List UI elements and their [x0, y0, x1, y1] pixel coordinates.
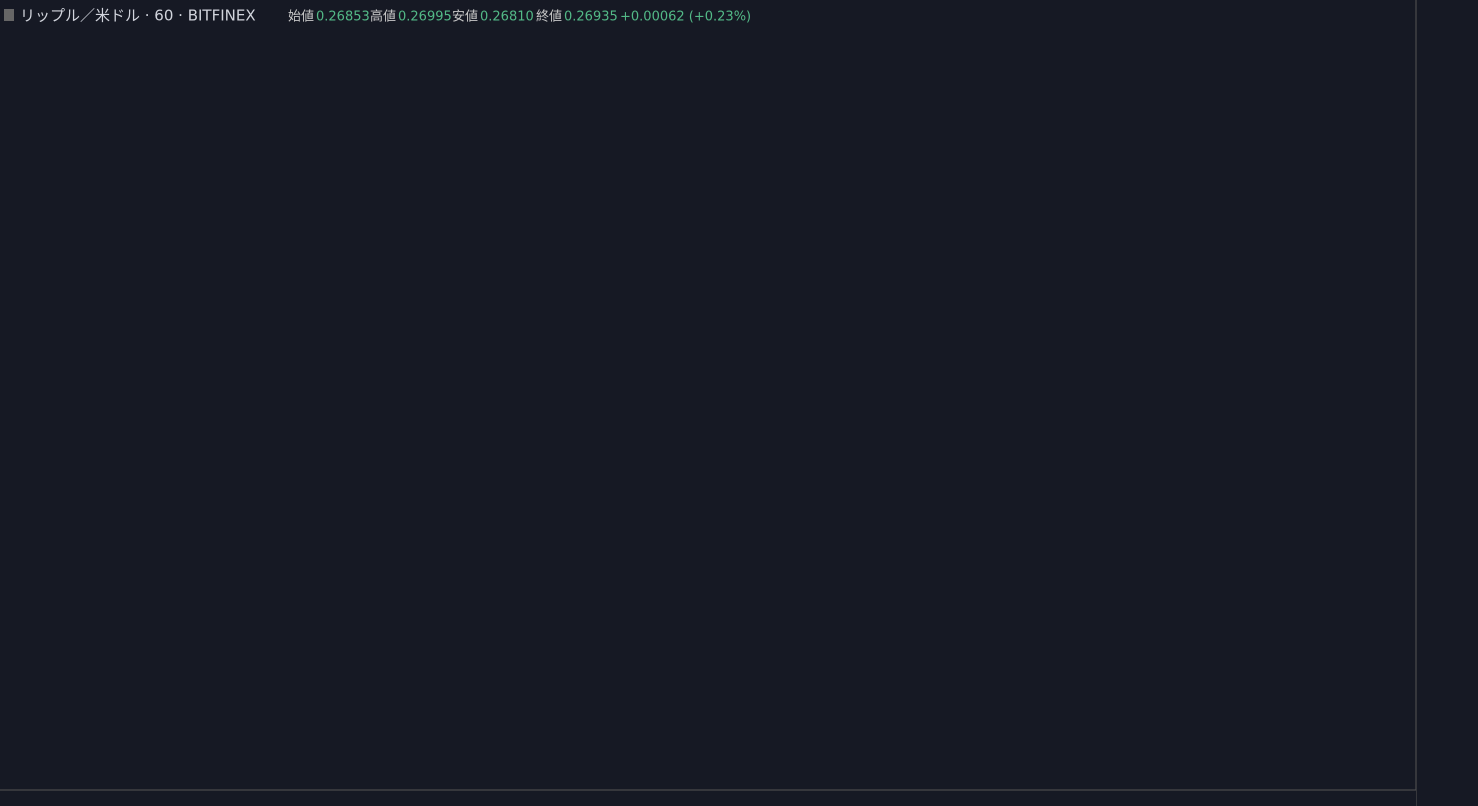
time-axis-bg: [0, 790, 1416, 806]
symbol[interactable]: リップル／米ドル · 60 · BITFINEX: [20, 7, 256, 25]
low-value: 0.26810: [480, 10, 534, 25]
high-value: 0.26995: [398, 10, 452, 25]
close-value: 0.26935: [564, 10, 618, 25]
change: +0.00062 (+0.23%): [620, 10, 751, 25]
symbol-icon: [4, 9, 14, 21]
price-axis-bg: [1416, 0, 1478, 806]
close-label: 終値: [536, 9, 562, 25]
low-label: 安値: [452, 9, 478, 25]
open-value: 0.26853: [316, 10, 370, 25]
open-label: 始値: [288, 9, 314, 25]
header: リップル／米ドル · 60 · BITFINEX 始値 0.26853 高値 0…: [4, 7, 751, 25]
high-label: 高値: [370, 9, 396, 25]
